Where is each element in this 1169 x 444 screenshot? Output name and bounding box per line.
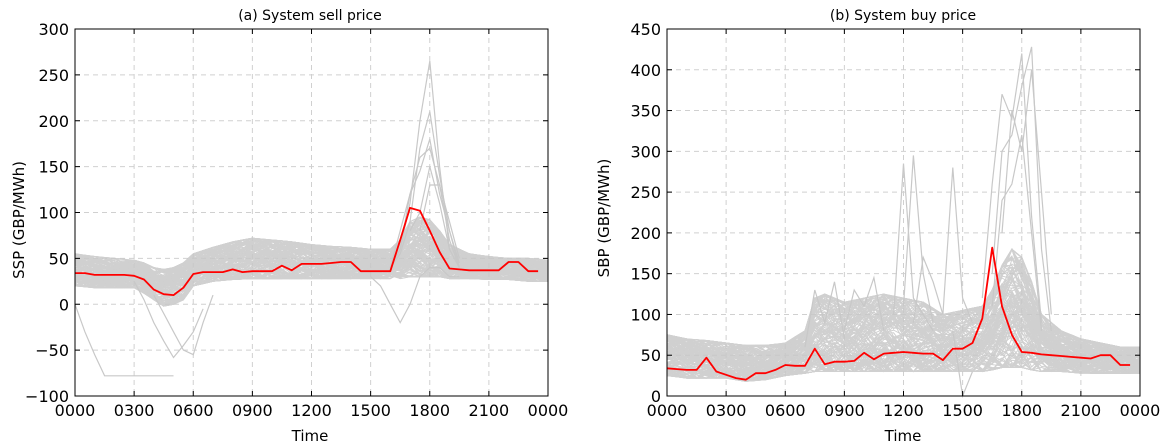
y-tick-label: 150 (38, 158, 69, 177)
scenario-line (666, 302, 1141, 374)
sbp-y-axis-label: SBP (GBP/MWh) (595, 159, 613, 278)
ssp-y-axis-label: SSP (GBP/MWh) (10, 161, 28, 279)
scenario-line (666, 317, 1141, 373)
scenario-outlier-line (1001, 69, 1052, 315)
scenario-outlier-line (399, 138, 460, 264)
sbp-chart: (b) System buy price SBP (GBP/MWh) Time … (595, 8, 1160, 444)
scenario-lines (666, 247, 1141, 382)
scenario-line (666, 293, 1141, 373)
highlight-series-line (75, 206, 539, 297)
scenario-outlier-line (74, 304, 174, 377)
y-tick-label: 100 (38, 204, 69, 223)
scenario-outlier-line (902, 155, 934, 323)
scenario-line (74, 229, 549, 281)
y-tick-label: −100 (25, 387, 69, 406)
scenario-outlier-line (370, 267, 460, 324)
x-tick-label: 0600 (173, 401, 214, 420)
scenario-outlier-line (133, 281, 204, 359)
y-tick-label: −50 (35, 341, 69, 360)
x-tick-label: 0000 (647, 401, 688, 420)
x-tick-label: 2100 (469, 401, 510, 420)
y-tick-label: 50 (641, 346, 661, 365)
x-tick-label: 0900 (824, 401, 865, 420)
x-tick-label: 0300 (114, 401, 155, 420)
ssp-plot-area: −100 −50 0 50 100 150 200 250 300 0000 0300 0600 090… (25, 20, 568, 420)
scenario-outlier-line (942, 167, 974, 323)
x-tick-label: 1800 (409, 401, 450, 420)
y-tick-label: 400 (630, 61, 661, 80)
scenario-outlier-line (991, 46, 1052, 331)
scenario-line (666, 329, 1141, 373)
x-tick-label: 0000 (55, 401, 96, 420)
scenario-line (74, 236, 549, 293)
scenario-line (666, 277, 1141, 370)
y-tick-label: 0 (651, 387, 661, 406)
y-tick-label: 150 (630, 265, 661, 284)
scenario-outlier-line (409, 166, 451, 250)
scenario-line (666, 292, 1141, 372)
scenario-outlier-line (389, 111, 460, 268)
scenario-outlier-line (981, 53, 1043, 323)
scenario-line (666, 301, 1141, 380)
y-tick-label: 100 (630, 305, 661, 324)
scenario-line (666, 323, 1141, 382)
scenario-outlier-line (912, 255, 944, 323)
scenario-line (666, 303, 1141, 365)
x-tick-label: 1800 (1001, 401, 1042, 420)
y-tick-label: 0 (59, 295, 69, 314)
x-tick-label: 2100 (1061, 401, 1102, 420)
y-tick-label: 350 (630, 102, 661, 121)
y-tick-label: 50 (49, 249, 69, 268)
x-tick-label: 1500 (350, 401, 391, 420)
sbp-plot-area: 0 50 100 150 200 250 300 350 400 450 0000 0300 0600 0… (630, 20, 1160, 420)
x-tick-label: 1200 (883, 401, 924, 420)
x-tick-label: 0000 (1120, 401, 1161, 420)
x-tick-label: 0600 (765, 401, 806, 420)
ssp-x-axis-label: Time (291, 427, 329, 444)
scenario-line (666, 276, 1141, 371)
scenario-outlier-line (991, 134, 1043, 331)
scenario-outlier-line (804, 281, 845, 348)
highlight-series-line (666, 246, 1131, 381)
x-tick-label: 0000 (528, 401, 569, 420)
scenario-outlier-line (893, 163, 934, 332)
scenario-line (74, 228, 549, 281)
scenario-line (74, 246, 549, 289)
sbp-chart-title: (b) System buy price (830, 8, 976, 24)
scenario-outlier-line (153, 294, 214, 356)
scenario-line (74, 245, 549, 282)
scenario-line (666, 248, 1141, 379)
x-tick-label: 0300 (706, 401, 747, 420)
scenario-outlier-line (389, 147, 460, 268)
ssp-chart-title: (a) System sell price (238, 8, 382, 24)
y-tick-label: 250 (38, 66, 69, 85)
scenario-outlier-line (419, 184, 460, 259)
sbp-x-axis-label: Time (884, 427, 922, 444)
y-tick-label: 300 (630, 142, 661, 161)
scenario-outlier-line (843, 275, 885, 331)
x-tick-label: 1500 (942, 401, 983, 420)
y-tick-label: 200 (630, 224, 661, 243)
y-tick-label: 200 (38, 112, 69, 131)
x-tick-label: 1200 (291, 401, 332, 420)
y-tick-label: 250 (630, 183, 661, 202)
x-tick-label: 0900 (232, 401, 273, 420)
scenario-line (666, 282, 1141, 371)
y-tick-label: 450 (630, 20, 661, 39)
ssp-chart: (a) System sell price SSP (GBP/MWh) Time… (10, 8, 568, 444)
y-tick-label: 300 (38, 20, 69, 39)
